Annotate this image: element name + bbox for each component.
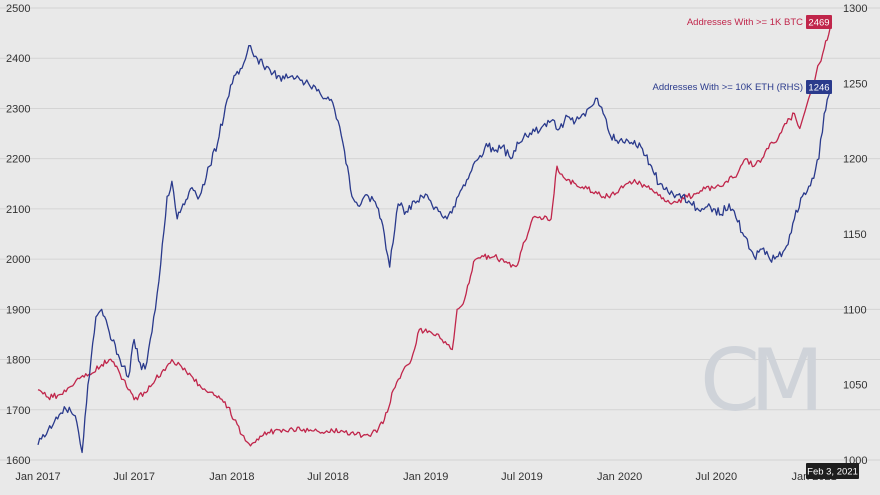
x-tick-label: Jul 2017 bbox=[113, 471, 155, 483]
left-tick-label: 2300 bbox=[6, 103, 30, 115]
eth-last-value-badge bbox=[806, 80, 832, 94]
series-lines bbox=[37, 23, 833, 454]
right-tick-label: 1250 bbox=[843, 78, 867, 90]
left-tick-label: 2400 bbox=[6, 53, 30, 65]
right-tick-label: 1300 bbox=[843, 3, 867, 15]
tooltip-date-box bbox=[806, 463, 859, 479]
x-tick-label: Jan 2019 bbox=[403, 471, 448, 483]
left-tick-label: 2100 bbox=[6, 204, 30, 216]
x-tick-label: Jul 2020 bbox=[696, 471, 738, 483]
x-tick-label: Jan 2017 bbox=[15, 471, 60, 483]
left-tick-label: 1900 bbox=[6, 304, 30, 316]
x-tick-label: Jul 2018 bbox=[307, 471, 349, 483]
btc-last-value-badge bbox=[806, 15, 832, 29]
left-tick-label: 2200 bbox=[6, 154, 30, 166]
x-tick-label: Jan 2018 bbox=[209, 471, 254, 483]
legend-btc-label: Addresses With >= 1K BTC bbox=[687, 17, 803, 28]
right-tick-label: 1200 bbox=[843, 154, 867, 166]
left-tick-label: 1700 bbox=[6, 405, 30, 417]
x-tick-label: Jul 2019 bbox=[501, 471, 543, 483]
legend-btc: Addresses With >= 1K BTC 2469 bbox=[687, 15, 832, 29]
btc-series-line bbox=[37, 23, 833, 447]
right-tick-label: 1050 bbox=[843, 380, 867, 392]
left-tick-label: 1600 bbox=[6, 455, 30, 467]
left-tick-label: 1800 bbox=[6, 355, 30, 367]
right-tick-label: 1100 bbox=[843, 304, 867, 316]
left-tick-label: 2500 bbox=[6, 3, 30, 15]
right-tick-label: 1150 bbox=[843, 229, 867, 241]
x-tick-label: Jan 2020 bbox=[597, 471, 642, 483]
tooltip-date-text: Feb 3, 2021 bbox=[807, 467, 858, 478]
btc-last-value: 2469 bbox=[808, 18, 829, 29]
left-axis: 2500 2400 2300 2200 2100 2000 1900 1800 1700 1600 bbox=[6, 3, 30, 467]
legend-eth-label: Addresses With >= 10K ETH (RHS) bbox=[653, 82, 803, 93]
x-axis: Jan 2017 Jul 2017 Jan 2018 Jul 2018 Jan 2019… bbox=[15, 471, 836, 483]
left-tick-label: 2000 bbox=[6, 254, 30, 266]
legend-eth: Addresses With >= 10K ETH (RHS) 1246 bbox=[653, 80, 832, 94]
eth-last-value: 1246 bbox=[808, 83, 829, 94]
gridlines bbox=[0, 7, 880, 461]
watermark-text: CM bbox=[700, 331, 816, 431]
watermark-logo: CM bbox=[700, 331, 826, 431]
crosshair-date-tooltip: Feb 3, 2021 bbox=[806, 463, 859, 479]
eth-series-line bbox=[37, 45, 833, 454]
